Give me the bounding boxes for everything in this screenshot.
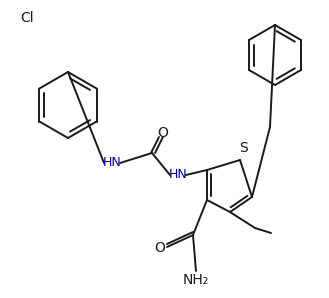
Text: NH₂: NH₂ bbox=[183, 273, 209, 287]
Text: HN: HN bbox=[103, 156, 121, 170]
Text: O: O bbox=[155, 241, 165, 255]
Text: O: O bbox=[158, 126, 168, 140]
Text: S: S bbox=[240, 141, 248, 155]
Text: Cl: Cl bbox=[20, 11, 34, 25]
Text: HN: HN bbox=[169, 168, 188, 181]
